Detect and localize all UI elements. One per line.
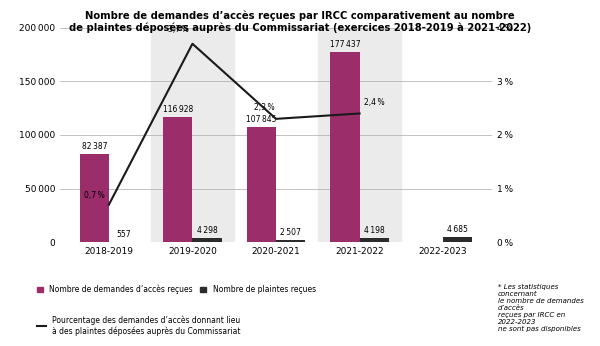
Bar [193, 238, 221, 242]
Text: 2,3 %: 2,3 % [254, 103, 274, 112]
Bar [163, 117, 193, 242]
Text: 2 507: 2 507 [280, 228, 301, 237]
Text: 3,7 %: 3,7 % [167, 25, 188, 34]
Bar [80, 154, 109, 242]
Text: 4 298: 4 298 [197, 226, 217, 235]
Bar [276, 239, 305, 242]
Bar [247, 127, 276, 242]
Text: 557: 557 [116, 230, 131, 239]
Bar [331, 52, 359, 242]
Text: 4 198: 4 198 [364, 226, 385, 235]
Bar [443, 237, 472, 242]
Bar [318, 28, 401, 242]
Text: 0,7 %: 0,7 % [84, 191, 105, 200]
Bar [359, 238, 389, 242]
Text: 4 685: 4 685 [448, 226, 468, 235]
Text: 82 387: 82 387 [82, 142, 107, 151]
Text: 116 928: 116 928 [163, 105, 193, 114]
Bar [151, 28, 234, 242]
Text: 2,4 %: 2,4 % [364, 98, 385, 107]
Text: 177 437: 177 437 [329, 40, 360, 49]
Legend: Nombre de demandes d’accès reçues, Nombre de plaintes reçues: Nombre de demandes d’accès reçues, Nombr… [34, 282, 319, 297]
Text: 107 845: 107 845 [246, 115, 277, 124]
Legend: Pourcentage des demandes d’accès donnant lieu
à des plaintes déposées auprès du : Pourcentage des demandes d’accès donnant… [34, 312, 244, 339]
Text: Nombre de demandes d’accès reçues par IRCC comparativement au nombre
de plaintes: Nombre de demandes d’accès reçues par IR… [69, 10, 531, 33]
Text: * Les statistiques concernant
le nombre de demandes d’accès
reçues par IRCC en 2: * Les statistiques concernant le nombre … [498, 284, 584, 332]
